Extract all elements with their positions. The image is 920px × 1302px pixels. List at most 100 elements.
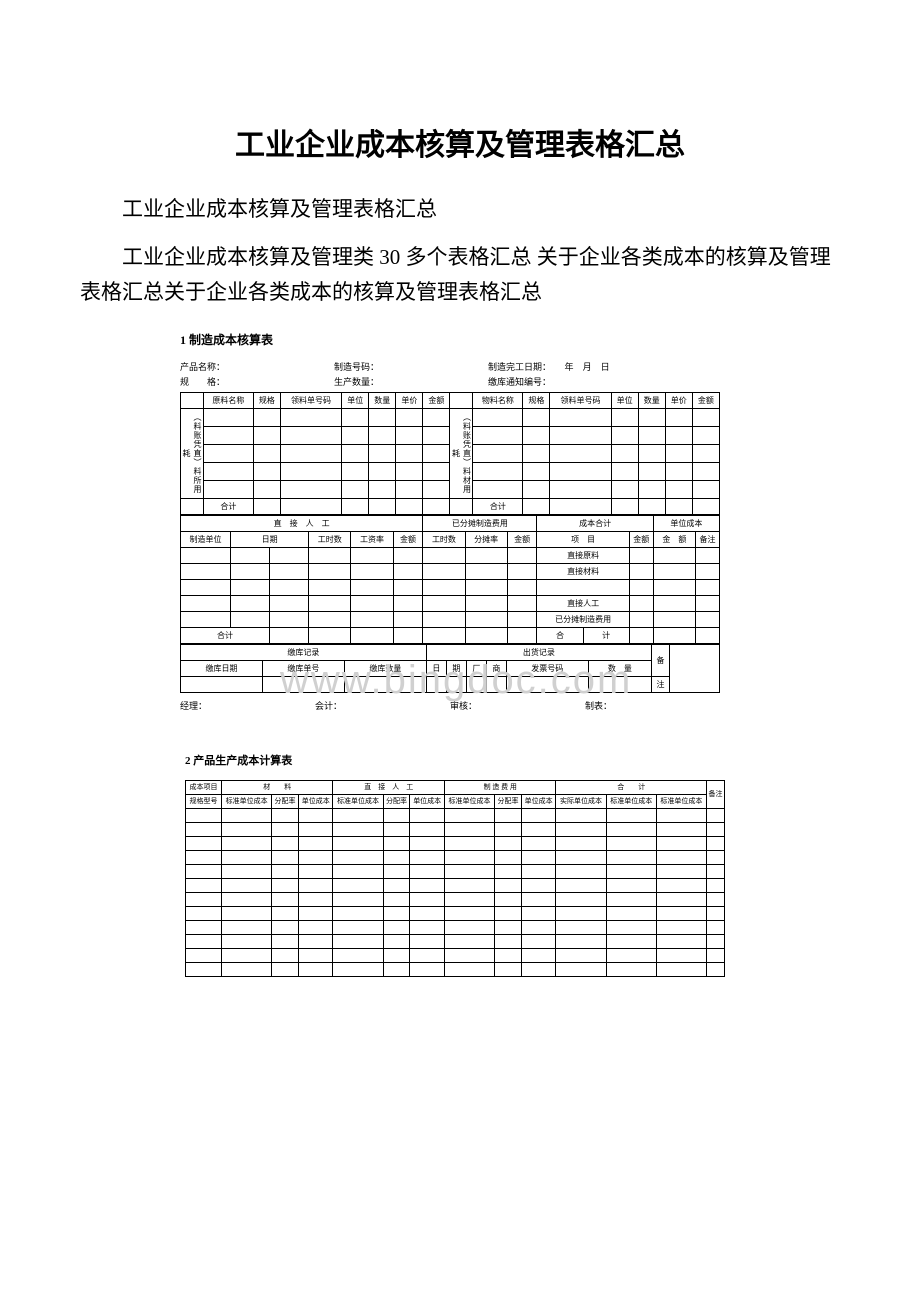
subtitle-text: 工业企业成本核算及管理表格汇总 xyxy=(80,194,840,226)
hdr-direct-labor2: 直 接 人 工 xyxy=(333,780,444,794)
col-shuliang: 数 量 xyxy=(588,660,651,676)
col-amt3: 金额 xyxy=(507,531,537,547)
col-invoice: 发票号码 xyxy=(506,660,588,676)
table-row xyxy=(186,808,725,822)
row-direct-lab: 直接人工 xyxy=(537,595,629,611)
body-paragraph: 工业企业成本核算及管理类 30 多个表格汇总 关于企业各类成本的核算及管理表格汇… xyxy=(80,240,840,311)
col-ri: 日 xyxy=(426,660,446,676)
col-uprice: 单价 xyxy=(396,392,423,408)
table-row xyxy=(186,906,725,920)
row-he: 合 xyxy=(537,627,583,643)
row-ji: 计 xyxy=(583,627,629,643)
c7: 标准单位成本 xyxy=(444,794,494,808)
meta-product-name: 产品名称： xyxy=(180,360,330,373)
col-jine2: 金 额 xyxy=(653,531,695,547)
hdr-shipout: 出货记录 xyxy=(426,644,651,660)
col-amt2: 金额 xyxy=(393,531,423,547)
col-wage: 工资率 xyxy=(351,531,393,547)
table-row xyxy=(186,962,725,976)
col-qty: 数量 xyxy=(369,392,396,408)
meta-mfg-no: 制造号码： xyxy=(334,360,484,373)
table-row xyxy=(186,948,725,962)
col-qty2: 数量 xyxy=(638,392,665,408)
col-mfg-unit: 制造单位 xyxy=(181,531,231,547)
col-amount2: 金额 xyxy=(692,392,719,408)
form1-heading: 1 制造成本核算表 xyxy=(180,331,720,348)
col-item: 项 目 xyxy=(537,531,629,547)
col-qi: 期 xyxy=(446,660,466,676)
col-stockin-date: 缴库日期 xyxy=(181,660,263,676)
hdr-unit-cost: 单位成本 xyxy=(653,515,719,531)
col-req-no: 领料单号码 xyxy=(280,392,341,408)
hdr-zhu: 注 xyxy=(652,676,670,692)
hdr-stockin: 缴库记录 xyxy=(181,644,427,660)
form1-container: 1 制造成本核算表 产品名称： 制造号码： 制造完工日期： 年 月 日 规 格：… xyxy=(180,331,720,712)
subtotal-right: 合计 xyxy=(473,498,523,514)
form1-labor-table: 直 接 人 工 已分摊制造费用 成本合计 单位成本 制造单位 日期 工时数 工资… xyxy=(180,515,720,644)
c2: 分配率 xyxy=(272,794,299,808)
form2-table: 成本项目 材 料 直 接 人 工 制 造 费 用 合 计 备注 规格型号 标准单… xyxy=(185,780,725,977)
form2-container: 2 产品生产成本计算表 成本项目 材 料 直 接 人 工 制 造 费 用 合 计… xyxy=(185,752,725,977)
c9: 单位成本 xyxy=(521,794,556,808)
row-direct-raw: 直接原料 xyxy=(537,547,629,563)
c10: 实际单位成本 xyxy=(556,794,606,808)
col-date: 日期 xyxy=(231,531,309,547)
row-alloc-mfg: 已分摊制造费用 xyxy=(537,611,629,627)
c3: 单位成本 xyxy=(298,794,333,808)
table-row xyxy=(186,934,725,948)
table-row xyxy=(186,836,725,850)
col-uprice2: 单价 xyxy=(665,392,692,408)
c4: 标准单位成本 xyxy=(333,794,383,808)
form1-signature-row: 经理： 会计： 审核： 制表： xyxy=(180,699,720,712)
meta-spec: 规 格： xyxy=(180,375,330,388)
table-row xyxy=(186,822,725,836)
vlabel-left: （料账凭直）料所用耗 xyxy=(181,408,204,498)
col-hours2: 工时数 xyxy=(423,531,465,547)
form1-meta-row1: 产品名称： 制造号码： 制造完工日期： 年 月 日 xyxy=(180,360,720,373)
col-amount: 金额 xyxy=(423,392,450,408)
page-title: 工业企业成本核算及管理表格汇总 xyxy=(80,120,840,164)
col-stockin-no: 缴库单号 xyxy=(262,660,344,676)
col-mat-name: 物料名称 xyxy=(473,392,523,408)
col-spec: 规格 xyxy=(253,392,280,408)
c6: 单位成本 xyxy=(410,794,445,808)
hdr-spec-no: 规格型号 xyxy=(186,794,222,808)
table-row xyxy=(186,878,725,892)
col-alloc-rate: 分摊率 xyxy=(465,531,507,547)
hdr-direct-labor: 直 接 人 工 xyxy=(181,515,423,531)
table-row xyxy=(186,864,725,878)
hdr-alloc-mfg: 已分摊制造费用 xyxy=(423,515,537,531)
meta-stock-notice: 缴库通知编号： xyxy=(488,375,551,388)
form1-materials-table: 原料名称 规格 领料单号码 单位 数量 单价 金额 物料名称 规格 领料单号码 … xyxy=(180,392,720,515)
sig-reviewer: 审核： xyxy=(450,699,585,712)
row-direct-mat: 直接材料 xyxy=(537,563,629,579)
hdr-cost-item: 成本项目 xyxy=(186,780,222,794)
meta-prod-qty: 生产数量： xyxy=(334,375,484,388)
c12: 标准单位成本 xyxy=(656,794,706,808)
sig-manager: 经理： xyxy=(180,699,315,712)
c5: 分配率 xyxy=(383,794,410,808)
table-row xyxy=(186,850,725,864)
hdr-mfg-exp: 制 造 费 用 xyxy=(444,780,555,794)
c1: 标准单位成本 xyxy=(222,794,272,808)
table-row xyxy=(186,892,725,906)
col-raw-name: 原料名称 xyxy=(204,392,254,408)
sig-preparer: 制表： xyxy=(585,699,720,712)
col-jine: 金额 xyxy=(629,531,653,547)
meta-finish-date: 制造完工日期： 年 月 日 xyxy=(488,360,610,373)
sig-accountant: 会计： xyxy=(315,699,450,712)
hdr-remark2: 备注 xyxy=(707,780,725,808)
hdr-cost-total: 成本合计 xyxy=(537,515,653,531)
form1-meta-row2: 规 格： 生产数量： 缴库通知编号： xyxy=(180,375,720,388)
col-remark: 备注 xyxy=(696,531,720,547)
hdr-bei: 备 xyxy=(652,644,670,676)
col-unit: 单位 xyxy=(342,392,369,408)
vlabel-right: （料账凭直）料材用耗 xyxy=(450,408,473,498)
col-shang: 商 xyxy=(486,660,506,676)
c11: 标准单位成本 xyxy=(606,794,656,808)
col-spec2: 规格 xyxy=(523,392,550,408)
form2-heading: 2 产品生产成本计算表 xyxy=(185,752,725,768)
col-stockin-qty: 缴库数量 xyxy=(344,660,426,676)
c8: 分配率 xyxy=(495,794,522,808)
col-chang: 厂 xyxy=(466,660,486,676)
